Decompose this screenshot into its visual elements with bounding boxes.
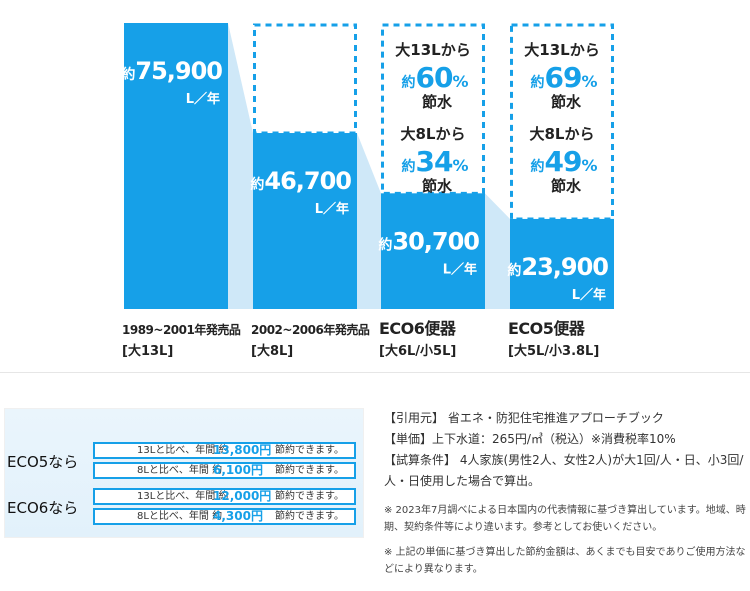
savings-row: 13Lと比べ、年間 約 12,000円 節約できます。 <box>93 488 356 505</box>
savings-row-prefix: 8Lと比べ、年間 約 <box>137 465 223 476</box>
bar <box>253 133 357 309</box>
category-spec-label: [大5L/小3.8L] <box>508 343 599 359</box>
reference-dashed-box <box>253 23 357 135</box>
bar <box>381 193 485 309</box>
note-conditions: 【試算条件】 4人家族(男性2人、女性2人)が大1回/人・日、小3回/人・日使用… <box>384 453 744 488</box>
savings-row-amount: 12,000円 <box>213 489 272 503</box>
category-spec-label: [大8L] <box>251 343 293 359</box>
savings-row-amount: 13,800円 <box>213 443 272 457</box>
saving-annotation-source: 大8Lから <box>401 125 466 143</box>
savings-group-label-eco6: ECO6なら <box>7 499 79 517</box>
bar-value-label: 約23,900 <box>507 253 608 281</box>
savings-panel: ECO5なら 13Lと比べ、年間 約 13,800円 節約できます。 8Lと比べ… <box>4 408 364 538</box>
savings-row-amount: 4,300円 <box>213 509 263 523</box>
bar-unit-label: L／年 <box>315 201 349 217</box>
bar-value-label: 約46,700 <box>250 167 351 195</box>
bar-value-label: 約75,900 <box>121 57 222 85</box>
category-label: 2002~2006年発売品 <box>251 322 370 337</box>
bar-unit-label: L／年 <box>572 287 606 303</box>
notes-panel: 【引用元】 省エネ・防犯住宅推進アプローチブック 【単価】上下水道：265円/㎥… <box>384 408 746 578</box>
savings-row-prefix: 8Lと比べ、年間 約 <box>137 511 223 522</box>
savings-row: 8Lと比べ、年間 約 4,300円 節約できます。 <box>93 508 356 525</box>
category-label: ECO6便器 <box>379 319 457 338</box>
bar <box>510 218 614 309</box>
bar-connector <box>228 23 253 309</box>
savings-row-prefix: 13Lと比べ、年間 約 <box>137 445 229 456</box>
category-label: 1989~2001年発売品 <box>122 322 241 337</box>
bar <box>124 23 228 309</box>
category-spec-label: [大13L] <box>122 343 173 359</box>
note-source: 【引用元】 省エネ・防犯住宅推進アプローチブック <box>384 411 664 425</box>
saving-annotation-percent: 約49% <box>531 145 598 178</box>
savings-row-suffix: 節約できます。 <box>275 511 344 522</box>
category-spec-label: [大6L/小5L] <box>379 343 456 359</box>
bar-connector <box>357 133 381 309</box>
note-disclaimer-1: ※ 2023年7月調べによる日本国内の代表情報に基づき算出しています。地域、時期… <box>384 505 746 533</box>
section-divider <box>0 372 750 373</box>
bar-unit-label: L／年 <box>186 91 220 107</box>
saving-annotation-source: 大13Lから <box>524 41 599 59</box>
saving-annotation-percent: 約60% <box>402 61 469 94</box>
savings-row: 8Lと比べ、年間 約 6,100円 節約できます。 <box>93 462 356 479</box>
saving-annotation-suffix: 節水 <box>422 177 453 195</box>
savings-row-suffix: 節約できます。 <box>275 491 344 502</box>
bar-connector <box>485 193 510 309</box>
savings-group-label-eco5: ECO5なら <box>7 453 79 471</box>
note-unit-price: 【単価】上下水道：265円/㎥（税込）※消費税率10% <box>384 432 676 446</box>
savings-row: 13Lと比べ、年間 約 13,800円 節約できます。 <box>93 442 356 459</box>
savings-row-suffix: 節約できます。 <box>275 445 344 456</box>
savings-row-amount: 6,100円 <box>213 463 263 477</box>
saving-annotation-percent: 約69% <box>531 61 598 94</box>
savings-row-prefix: 13Lと比べ、年間 約 <box>137 491 229 502</box>
bar-unit-label: L／年 <box>443 261 477 277</box>
saving-annotation-source: 大8Lから <box>530 125 595 143</box>
saving-annotation-suffix: 節水 <box>422 93 453 111</box>
saving-annotation-suffix: 節水 <box>551 177 582 195</box>
saving-annotation-source: 大13Lから <box>395 41 470 59</box>
water-usage-chart: 約75,900 L／年 約46,700 L／年 約30,700 L／年 約23,900 L／年… <box>121 23 614 359</box>
bar-value-label: 約30,700 <box>378 227 479 255</box>
savings-row-suffix: 節約できます。 <box>275 465 344 476</box>
saving-annotation-percent: 約34% <box>402 145 469 178</box>
saving-annotation-suffix: 節水 <box>551 93 582 111</box>
category-label: ECO5便器 <box>508 319 586 338</box>
note-disclaimer-2: ※ 上記の単価に基づき算出した節約金額は、あくまでも目安でありご使用方法などによ… <box>384 547 746 575</box>
